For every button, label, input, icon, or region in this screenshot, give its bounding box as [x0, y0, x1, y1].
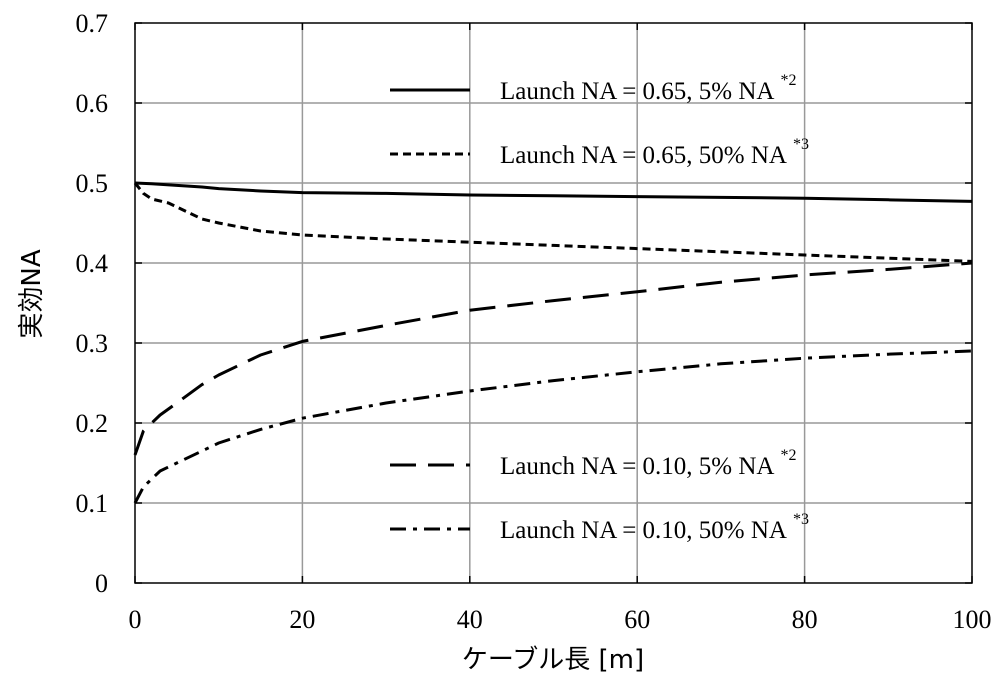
y-tick-label: 0.6: [76, 89, 109, 118]
series-line-2: [133, 182, 973, 263]
y-tick-label: 0.1: [76, 489, 109, 518]
y-tick-label: 0.3: [76, 329, 109, 358]
x-tick-label: 40: [457, 605, 483, 634]
legend-label-3: Launch NA = 0.10, 5% NA *2: [500, 447, 796, 480]
series-line-1: [134, 181, 973, 203]
x-tick-label: 20: [289, 605, 315, 634]
legend-label-1: Launch NA = 0.65, 5% NA *2: [500, 72, 796, 105]
y-tick-label: 0.2: [76, 409, 109, 438]
legend-name: Launch NA = 0.65, 50% NA: [500, 142, 787, 169]
legend-note: *2: [780, 447, 796, 464]
x-tick-label: 100: [953, 605, 992, 634]
x-axis-label: ケーブル長 [m]: [462, 645, 644, 675]
legend-name: Launch NA = 0.10, 50% NA: [500, 517, 787, 544]
y-tick-label: 0: [95, 569, 108, 598]
series-line-3: [133, 261, 973, 456]
series-lines: [133, 181, 973, 504]
y-tick-label: 0.4: [76, 249, 109, 278]
legend-note: *3: [793, 136, 809, 153]
x-tick-label: 60: [624, 605, 650, 634]
legend-label-4: Launch NA = 0.10, 50% NA *3: [500, 511, 809, 544]
legend-label-2: Launch NA = 0.65, 50% NA *3: [500, 136, 809, 169]
legend-note: *2: [780, 72, 796, 89]
y-axis-label: 実効NA: [17, 249, 47, 338]
legend-name: Launch NA = 0.10, 5% NA: [500, 453, 774, 480]
legend-name: Launch NA = 0.65, 5% NA: [500, 78, 774, 105]
y-tick-label: 0.7: [76, 9, 109, 38]
series-line-4: [133, 349, 973, 504]
axes: 0 20 40 60 80 100 0 0.1 0.2 0.3 0.4 0.5 0.6 0.7: [76, 9, 992, 634]
x-tick-label: 80: [792, 605, 818, 634]
legend-note: *3: [793, 511, 809, 528]
y-tick-label: 0.5: [76, 169, 109, 198]
x-tick-label: 0: [129, 605, 142, 634]
grid: [135, 23, 972, 583]
plot-frame: [134, 22, 973, 584]
